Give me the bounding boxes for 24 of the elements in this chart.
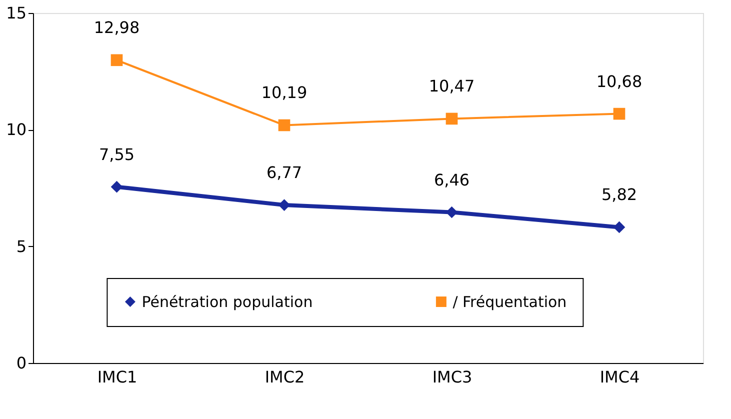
x-tick-label: IMC1: [97, 368, 138, 386]
point: [278, 119, 290, 132]
point: [446, 112, 458, 125]
legend-label: Pénétration population: [142, 292, 313, 311]
data-label: 6,46: [434, 170, 470, 190]
y-tick-label: 10: [6, 120, 26, 140]
point: [110, 54, 123, 66]
data-label: 7,55: [98, 144, 135, 164]
legend-label: / Fréquentation: [452, 292, 567, 311]
data-label: 12,98: [94, 18, 140, 38]
data-label: 5,82: [601, 185, 638, 204]
point: [613, 108, 626, 120]
x-tick-label: IMC2: [264, 368, 305, 386]
data-label: 10,68: [596, 72, 642, 91]
data-label: 10,19: [261, 83, 308, 102]
point: [110, 180, 123, 193]
data-label: 6,77: [266, 163, 302, 182]
x-tick-label: IMC3: [432, 368, 472, 386]
point: [613, 221, 626, 234]
data-label: 10,47: [428, 76, 475, 96]
y-tick-label: 5: [16, 236, 26, 256]
y-tick-label: 15: [6, 4, 26, 22]
x-tick-label: IMC4: [600, 368, 640, 386]
y-tick-label: 0: [16, 354, 26, 372]
